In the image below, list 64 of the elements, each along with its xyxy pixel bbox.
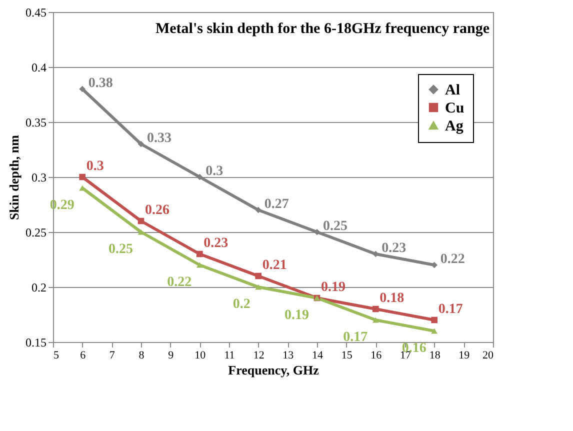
point bbox=[79, 86, 86, 92]
x-tick-label: 9 bbox=[168, 350, 174, 362]
point bbox=[255, 272, 262, 280]
data-label: 0.22 bbox=[167, 275, 192, 290]
point bbox=[196, 262, 203, 268]
y-tick-label: 0.15 bbox=[26, 336, 46, 350]
x-tick-label: 18 bbox=[429, 350, 441, 362]
point bbox=[372, 306, 379, 312]
legend-label: Al bbox=[445, 82, 460, 98]
x-tick-label: 7 bbox=[109, 350, 116, 362]
legend-label: Cu bbox=[445, 100, 464, 116]
x-tick-label: 11 bbox=[224, 350, 235, 362]
x-tick-label: 14 bbox=[312, 350, 324, 362]
point bbox=[255, 284, 262, 290]
point bbox=[431, 262, 438, 268]
point bbox=[196, 174, 203, 180]
legend-label: Ag bbox=[445, 118, 464, 134]
x-tick-label: 20 bbox=[482, 350, 494, 362]
x-tick-label: 5 bbox=[54, 350, 60, 362]
point bbox=[138, 229, 144, 235]
text: Metal's skin depth for the 6-18GHz frequency range bbox=[155, 21, 490, 37]
y-tick-label: 0.4 bbox=[32, 60, 46, 74]
y-axis-title: Skin depth, nm bbox=[6, 134, 22, 220]
x-tick-label: 8 bbox=[138, 350, 145, 362]
data-label: 0.38 bbox=[88, 76, 113, 91]
y-tick-label: 0.45 bbox=[26, 6, 46, 20]
data-label: 0.26 bbox=[145, 203, 170, 218]
x-tick-label: 12 bbox=[253, 350, 264, 362]
data-label: 0.21 bbox=[262, 258, 287, 273]
point bbox=[79, 174, 86, 180]
data-label: 0.27 bbox=[264, 197, 289, 212]
point bbox=[431, 328, 438, 334]
point bbox=[372, 317, 379, 323]
x-tick-label: 10 bbox=[194, 350, 206, 362]
data-label: 0.17 bbox=[343, 330, 368, 345]
x-tick-label: 15 bbox=[341, 350, 353, 362]
y-tick-label: 0.2 bbox=[32, 280, 46, 294]
data-label: 0.3 bbox=[86, 159, 104, 174]
data-label: 0.17 bbox=[438, 302, 463, 317]
data-label: 0.23 bbox=[204, 236, 228, 251]
point bbox=[372, 250, 379, 258]
y-tick-label: 0.3 bbox=[32, 170, 46, 184]
x-tick-label: 6 bbox=[80, 350, 86, 362]
data-label: 0.19 bbox=[284, 308, 309, 323]
point bbox=[138, 218, 144, 224]
x-tick-label: 16 bbox=[370, 350, 382, 362]
data-label: 0.25 bbox=[323, 219, 348, 234]
y-tick-label: 0.35 bbox=[26, 116, 46, 130]
data-label: 0.23 bbox=[382, 241, 406, 256]
data-label: 0.3 bbox=[206, 164, 224, 179]
data-label: 0.33 bbox=[147, 131, 172, 146]
y-tick-label: 0.25 bbox=[26, 226, 46, 240]
point bbox=[255, 206, 262, 214]
data-label: 0.22 bbox=[440, 252, 465, 267]
data-label: 0.25 bbox=[108, 242, 133, 257]
x-tick-label: 13 bbox=[282, 350, 294, 362]
point bbox=[314, 228, 320, 236]
x-axis-title: Frequency, GHz bbox=[228, 362, 320, 378]
x-tick-label: 19 bbox=[458, 350, 470, 362]
data-label: 0.2 bbox=[232, 297, 250, 312]
point bbox=[196, 250, 203, 258]
point bbox=[431, 316, 438, 324]
point bbox=[138, 140, 144, 148]
data-label: 0.18 bbox=[380, 291, 404, 306]
